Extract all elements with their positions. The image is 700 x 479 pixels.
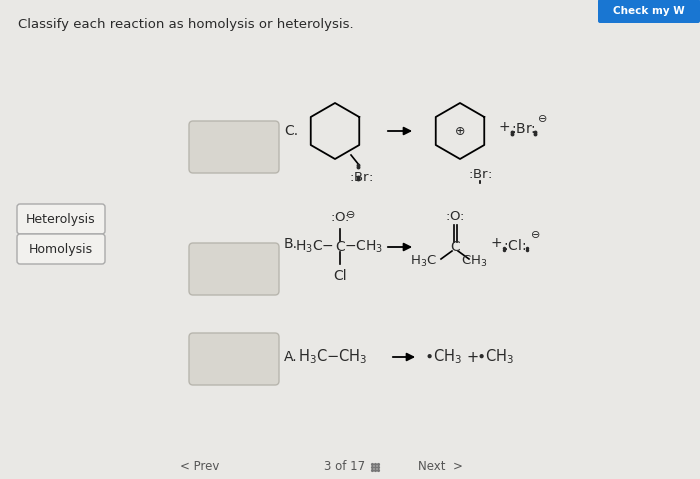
Text: $\colon$Cl$\colon$: $\colon$Cl$\colon$ <box>503 238 526 252</box>
Text: Check my W: Check my W <box>613 6 685 16</box>
Text: C.: C. <box>284 124 298 138</box>
Text: B.: B. <box>284 237 298 251</box>
FancyBboxPatch shape <box>17 204 105 234</box>
Text: $\bullet$CH$_3$: $\bullet$CH$_3$ <box>476 348 514 366</box>
Text: A.: A. <box>284 350 298 364</box>
Text: Homolysis: Homolysis <box>29 242 93 255</box>
FancyBboxPatch shape <box>189 121 279 173</box>
FancyBboxPatch shape <box>189 333 279 385</box>
Text: Classify each reaction as homolysis or heterolysis.: Classify each reaction as homolysis or h… <box>18 18 354 31</box>
Text: ⊕: ⊕ <box>455 125 466 137</box>
Text: $-$CH$_3$: $-$CH$_3$ <box>344 239 384 255</box>
Text: ⊖: ⊖ <box>538 114 547 124</box>
FancyBboxPatch shape <box>189 243 279 295</box>
Text: < Prev: < Prev <box>181 460 220 474</box>
Text: ⊖: ⊖ <box>346 210 356 220</box>
Text: Next  >: Next > <box>418 460 463 474</box>
Text: Heterolysis: Heterolysis <box>26 213 96 226</box>
Text: $\colon$O$\colon$: $\colon$O$\colon$ <box>330 211 350 224</box>
Text: $\colon$Br$\colon$: $\colon$Br$\colon$ <box>511 122 536 136</box>
Text: +: + <box>466 350 478 365</box>
Text: +: + <box>498 120 510 134</box>
Text: $\bullet$CH$_3$: $\bullet$CH$_3$ <box>424 348 462 366</box>
Text: H$_3$C: H$_3$C <box>410 253 437 269</box>
Text: Cl: Cl <box>333 269 346 283</box>
FancyBboxPatch shape <box>598 0 700 23</box>
Text: 3 of 17: 3 of 17 <box>324 460 365 474</box>
Text: H$_3$C$-$: H$_3$C$-$ <box>295 239 334 255</box>
Text: C: C <box>450 240 460 254</box>
Text: $\colon$Br$\colon$: $\colon$Br$\colon$ <box>349 171 373 184</box>
Text: ⊖: ⊖ <box>531 230 540 240</box>
Text: +: + <box>490 236 502 250</box>
Text: $\colon$Br$\colon$: $\colon$Br$\colon$ <box>468 168 492 181</box>
FancyBboxPatch shape <box>17 234 105 264</box>
Text: CH$_3$: CH$_3$ <box>461 253 487 269</box>
Text: H$_3$C$-$CH$_3$: H$_3$C$-$CH$_3$ <box>298 348 368 366</box>
Text: $\colon$O$\colon$: $\colon$O$\colon$ <box>445 210 465 223</box>
Text: C: C <box>335 240 345 254</box>
